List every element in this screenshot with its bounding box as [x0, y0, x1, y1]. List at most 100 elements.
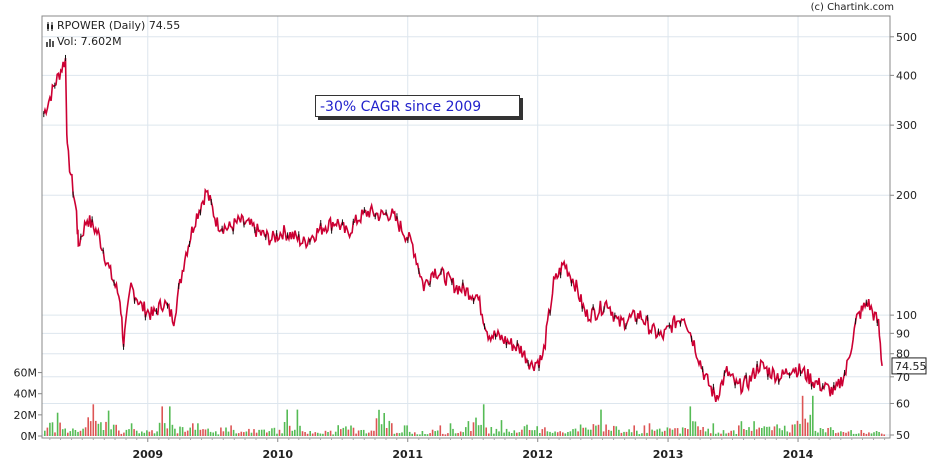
x-tick-label: 2014 — [783, 448, 814, 461]
last-price-box — [891, 357, 927, 375]
volume-bar — [541, 429, 544, 436]
volume-bar — [345, 426, 347, 436]
last-price-label: 74.55 — [895, 360, 927, 373]
volume-bar — [549, 431, 551, 436]
volume-bar — [240, 431, 243, 436]
volume-bar — [503, 432, 505, 436]
volume-bar — [97, 423, 100, 436]
volume-bar — [465, 427, 467, 436]
volume-bar — [712, 423, 715, 436]
volume-bar — [243, 432, 245, 436]
volume-bar — [814, 430, 817, 436]
volume-bar — [54, 432, 56, 436]
volume-bar — [628, 429, 630, 436]
volume-bar — [508, 431, 510, 436]
volume-bar — [651, 429, 653, 436]
volume-bar — [536, 426, 538, 436]
price-legend: RPOWER (Daily) 74.55 — [46, 19, 180, 32]
y-tick-label: 80 — [896, 348, 910, 361]
volume-bar — [636, 430, 638, 436]
volume-bar — [87, 417, 89, 436]
volume-bar — [462, 432, 464, 436]
volume-bar — [209, 431, 212, 436]
volume-bar — [600, 409, 602, 436]
volume-bar — [671, 429, 674, 436]
axes: 74.55 — [41, 15, 927, 439]
volume-bar — [421, 431, 424, 436]
volume-bar — [322, 433, 324, 436]
volume-bar — [115, 424, 117, 436]
volume-bar — [544, 427, 546, 436]
volume-bar — [661, 431, 664, 436]
volume-bar — [337, 425, 339, 436]
volume-bar — [577, 431, 579, 436]
volume-bar — [605, 424, 607, 436]
volume-bar — [794, 424, 796, 436]
volume-bar — [51, 422, 54, 436]
volume-bar — [245, 431, 248, 436]
volume-bar — [411, 433, 413, 436]
volume-bar — [664, 430, 666, 436]
volume-bar — [597, 424, 600, 436]
volume-bar — [590, 429, 592, 436]
volume-bar — [835, 433, 837, 436]
volume-bar — [738, 425, 740, 436]
volume-bar — [153, 433, 156, 436]
volume-bar — [120, 433, 123, 436]
volume-bar — [360, 430, 362, 436]
volume-bar — [69, 431, 72, 436]
volume-bar — [687, 429, 689, 436]
volume-bar — [299, 425, 301, 436]
volume-bar — [584, 427, 587, 436]
chart-credit: (c) Chartink.com — [810, 2, 894, 13]
volume-bar — [291, 430, 294, 436]
volume-bar — [745, 430, 748, 436]
volume-bar — [735, 434, 738, 436]
volume-bar — [720, 433, 722, 436]
volume-bar — [837, 432, 840, 436]
volume-bar — [110, 429, 112, 436]
volume-bar — [102, 430, 105, 436]
volume-bar — [95, 420, 97, 436]
x-tick-label: 2013 — [653, 448, 684, 461]
volume-bar — [278, 429, 281, 436]
volume-bar — [268, 431, 271, 436]
volume-bar — [72, 428, 74, 436]
volume-bar — [709, 433, 712, 436]
volume-bar — [865, 433, 868, 436]
volume-bar — [773, 426, 776, 436]
volume-bar — [656, 429, 658, 436]
y-tick-label: 500 — [896, 31, 917, 44]
volume-bar — [357, 430, 360, 436]
volume-bar — [148, 431, 151, 436]
volume-bar — [477, 425, 480, 436]
volume-bar — [646, 432, 648, 436]
volume-bar — [620, 432, 623, 436]
volume-bar — [556, 432, 559, 436]
volume-bar — [528, 430, 531, 436]
volume-bar — [551, 432, 554, 436]
volume-bar — [329, 430, 332, 436]
volume-bar — [176, 433, 179, 436]
volume-bar — [753, 421, 755, 436]
volume-bar — [546, 431, 549, 436]
volume-bar — [485, 427, 487, 436]
volume-bar — [378, 409, 380, 436]
volume-bar — [684, 428, 686, 436]
volume-bar — [452, 428, 454, 436]
volume-bar — [263, 429, 265, 436]
volume-bar — [505, 428, 508, 436]
volume-bar — [847, 431, 850, 436]
volume-bar — [513, 430, 516, 436]
volume-bar — [778, 428, 781, 436]
volume-bar — [521, 429, 523, 436]
volume-bar — [161, 406, 163, 436]
volume-bar — [105, 421, 107, 436]
vol-tick-label: 40M — [14, 388, 38, 401]
volume-bar — [306, 433, 309, 436]
volume-bar — [768, 426, 771, 436]
vol-tick-label: 20M — [14, 409, 38, 422]
y-tick-label: 400 — [896, 69, 917, 82]
volume-bar — [301, 431, 304, 436]
volume-bar — [699, 429, 702, 436]
